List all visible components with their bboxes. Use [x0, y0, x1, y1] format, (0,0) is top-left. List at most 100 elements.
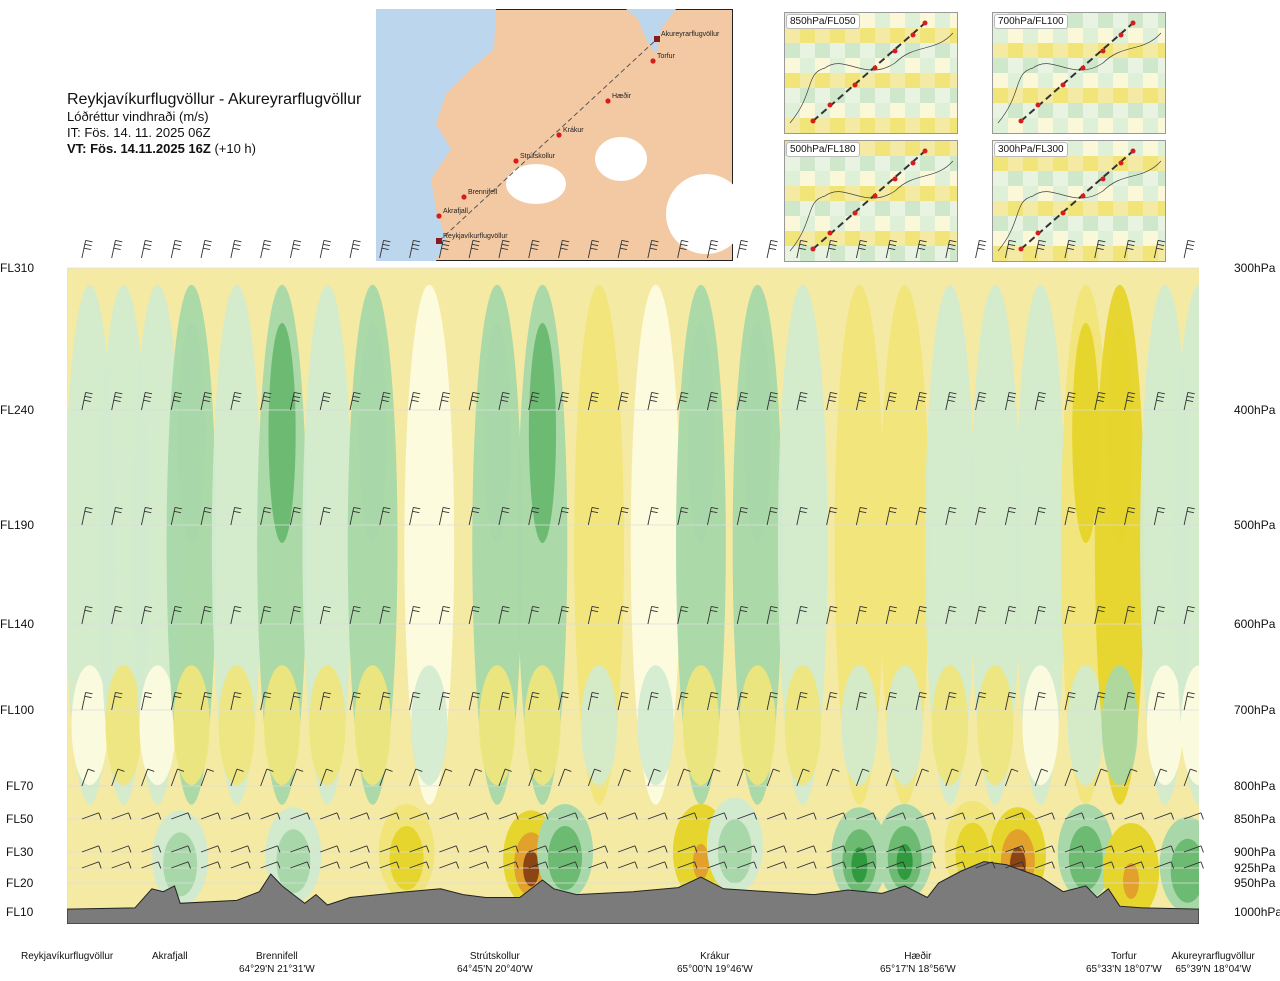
barb-flag [832, 768, 840, 772]
panel-cell [1083, 231, 1098, 246]
wind-barb [200, 391, 212, 411]
barb-shaft [647, 392, 653, 411]
barb-flag [1127, 243, 1135, 247]
wind-barb [647, 768, 661, 787]
velocity-column [970, 284, 1021, 805]
velocity-lobe [682, 665, 720, 786]
wind-barbs [81, 240, 1204, 869]
panel-cell [845, 201, 860, 216]
barb-shaft [409, 507, 414, 526]
wind-barb [975, 506, 987, 526]
panel-cell [875, 231, 890, 246]
barb-shaft [349, 692, 355, 711]
wind-barb [81, 605, 93, 625]
panel-cell [845, 186, 860, 201]
panel-cell [1128, 73, 1143, 88]
barb-flag [262, 399, 270, 403]
barb-flag [1009, 605, 1017, 609]
barb-flag [1097, 243, 1105, 247]
barb-flag [992, 861, 996, 869]
wind-barb [1034, 240, 1046, 259]
barb-shaft [915, 845, 934, 853]
panel-cell [920, 118, 935, 133]
wind-barb [289, 506, 302, 526]
barb-flag [1200, 861, 1204, 869]
wind-barb [915, 861, 936, 869]
barb-flag [723, 861, 728, 869]
airport-marker [654, 36, 660, 42]
wind-barb [1124, 861, 1145, 869]
barb-flag [634, 861, 638, 869]
panel-cell [1053, 118, 1068, 133]
barb-flag [1081, 861, 1085, 869]
wind-barb [617, 845, 638, 853]
panel-route-point [922, 148, 928, 154]
barb-shaft [587, 692, 593, 711]
barb-flag [323, 243, 331, 247]
barb-flag [650, 695, 658, 699]
wind-barb [468, 391, 480, 411]
barb-flag [978, 395, 986, 399]
panel-cell [815, 156, 830, 171]
barb-flag [534, 768, 542, 772]
velocity-core [268, 323, 296, 543]
wind-barb [915, 845, 936, 853]
panel-route-point [1130, 148, 1136, 154]
velocity-column [630, 284, 681, 805]
barb-flag [500, 247, 508, 251]
panel-cell [935, 156, 950, 171]
barb-shaft [528, 692, 533, 711]
barb-shaft [1154, 861, 1172, 869]
panel-cell [875, 156, 890, 171]
velocity-lobe [931, 665, 969, 786]
flight-level-label: FL190 [0, 518, 35, 532]
barb-flag [383, 391, 391, 395]
wind-barb [1153, 605, 1165, 625]
barb-shaft [766, 861, 785, 869]
barb-shaft [885, 606, 891, 625]
barb-shaft [1064, 692, 1070, 711]
barb-shaft [1005, 861, 1023, 869]
barb-shaft [1005, 845, 1023, 853]
panel-cell [1068, 88, 1083, 103]
wind-barb [707, 768, 721, 787]
barb-shaft [1153, 768, 1161, 787]
wind-barb [81, 691, 93, 711]
location-name: Hæðir [904, 951, 932, 962]
barb-flag [501, 695, 509, 699]
wind-barb [737, 845, 757, 853]
barb-flag [502, 391, 510, 395]
barb-shaft [468, 606, 474, 625]
velocity-lobe [1067, 665, 1104, 786]
panel-cell [1158, 171, 1165, 186]
wind-barb [468, 605, 480, 625]
wind-barb [558, 506, 570, 526]
pressure-label: 400hPa [1234, 403, 1276, 417]
barb-flag [620, 395, 628, 399]
wind-barb [766, 768, 780, 787]
panel-route-point [1100, 176, 1106, 182]
barb-shaft [1183, 692, 1189, 711]
barb-flag [531, 609, 539, 613]
barb-flag [441, 247, 449, 251]
barb-flag [1098, 691, 1106, 695]
barb-flag [769, 399, 777, 403]
barb-flag [326, 768, 334, 772]
barb-flag [415, 768, 423, 772]
barb-shaft [587, 240, 593, 259]
barb-flag [889, 506, 897, 510]
barb-flag [1187, 605, 1195, 609]
panel-cell [1158, 28, 1165, 43]
panel-cell [845, 103, 860, 118]
barb-shaft [141, 812, 159, 820]
barb-flag [294, 605, 302, 609]
velocity-column [517, 284, 568, 805]
wind-barb [826, 240, 838, 259]
barb-flag [443, 506, 451, 510]
panel-cell [1083, 28, 1098, 43]
barb-flag [918, 243, 926, 247]
wind-barb [438, 691, 451, 711]
barb-flag [859, 695, 867, 699]
wind-barb [1094, 812, 1115, 820]
barb-shaft [975, 240, 980, 259]
